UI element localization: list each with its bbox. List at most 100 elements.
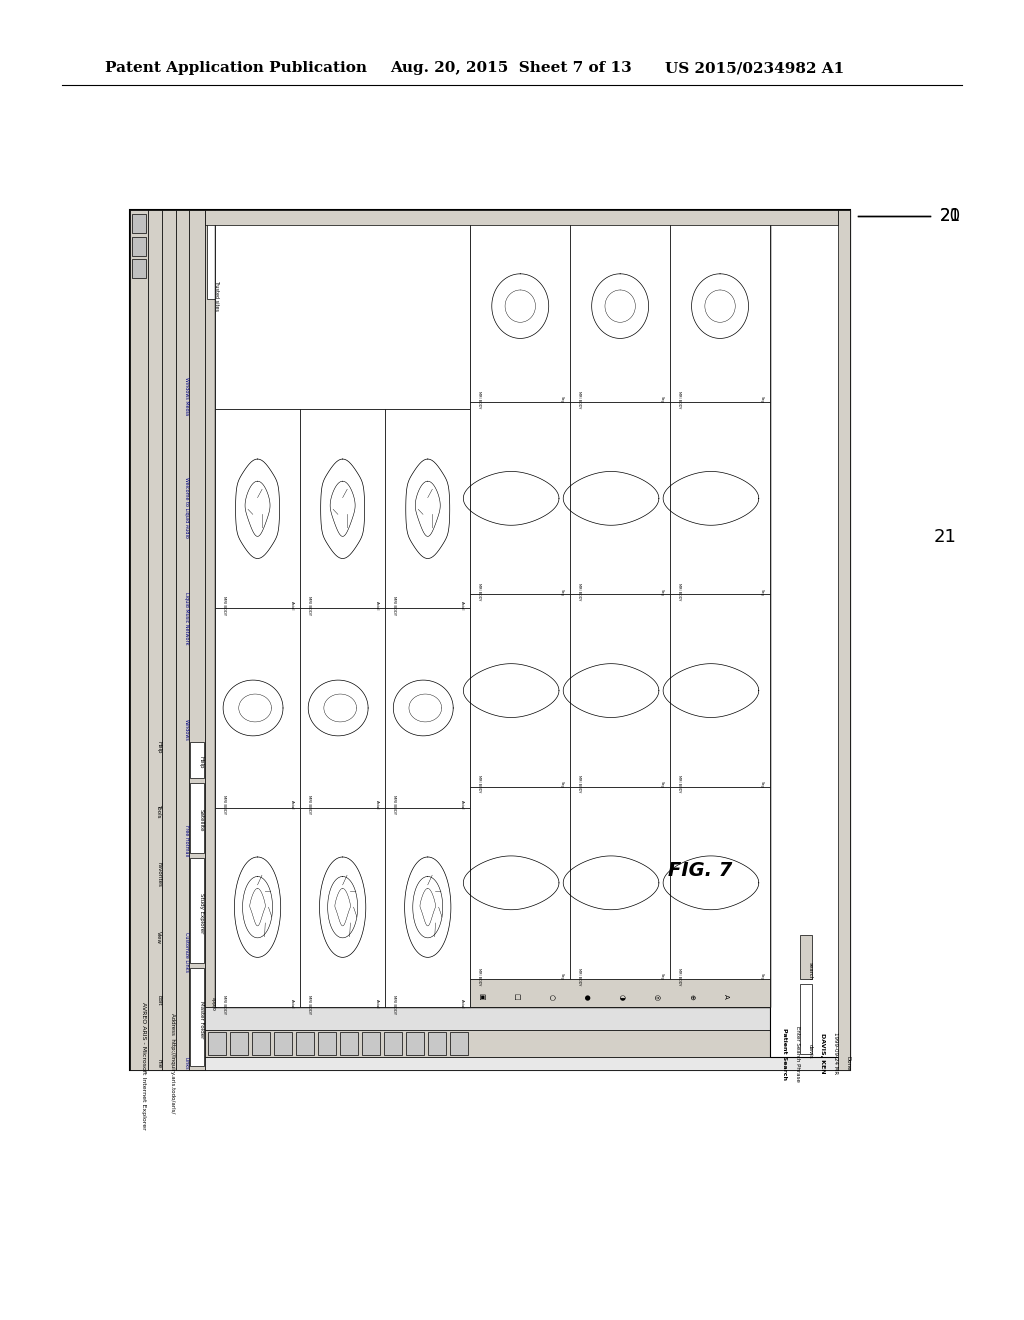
Polygon shape — [470, 594, 570, 787]
Polygon shape — [470, 979, 770, 1007]
Text: MRI BODY: MRI BODY — [222, 597, 226, 615]
Polygon shape — [130, 210, 148, 1071]
Polygon shape — [205, 1030, 850, 1057]
Polygon shape — [470, 210, 570, 403]
Polygon shape — [252, 1032, 270, 1055]
Text: Patent Application Publication: Patent Application Publication — [105, 61, 367, 75]
Text: View: View — [157, 931, 162, 944]
Text: MRI BODY: MRI BODY — [578, 391, 582, 408]
Text: Sag: Sag — [660, 781, 665, 788]
Polygon shape — [385, 808, 470, 1007]
Text: MRI BODY: MRI BODY — [392, 597, 396, 615]
Polygon shape — [205, 210, 838, 226]
Text: MRI BODY: MRI BODY — [677, 583, 681, 601]
Polygon shape — [470, 210, 770, 1007]
Text: MRI BODY: MRI BODY — [677, 968, 681, 985]
Text: ▣: ▣ — [478, 994, 484, 1001]
Polygon shape — [132, 214, 146, 232]
Text: Axial: Axial — [290, 800, 294, 809]
Text: Sag: Sag — [660, 396, 665, 403]
Text: MRI BODY: MRI BODY — [222, 796, 226, 814]
Text: davis: davis — [808, 1044, 813, 1059]
Polygon shape — [296, 1032, 314, 1055]
Text: MRI BODY: MRI BODY — [392, 995, 396, 1014]
Polygon shape — [670, 210, 770, 403]
Text: FIG. 7: FIG. 7 — [668, 861, 732, 879]
Text: Axial: Axial — [461, 800, 464, 809]
Text: Satellite: Satellite — [199, 809, 204, 832]
Polygon shape — [385, 409, 470, 609]
Polygon shape — [570, 594, 670, 787]
Polygon shape — [318, 1032, 336, 1055]
Text: MRI BODY: MRI BODY — [477, 391, 481, 408]
Polygon shape — [189, 210, 205, 1071]
Polygon shape — [215, 210, 470, 1007]
Text: 21: 21 — [940, 207, 962, 226]
Polygon shape — [130, 210, 850, 1071]
Text: MRI BODY: MRI BODY — [578, 583, 582, 601]
Polygon shape — [215, 609, 300, 808]
Text: Favorites: Favorites — [157, 862, 162, 887]
Text: Links: Links — [183, 1057, 188, 1071]
Polygon shape — [215, 808, 300, 1007]
Text: MRI BODY: MRI BODY — [477, 775, 481, 793]
Polygon shape — [428, 1032, 446, 1055]
Text: MRI BODY: MRI BODY — [477, 583, 481, 601]
Text: 1999-09-24 MR: 1999-09-24 MR — [833, 1032, 838, 1074]
Text: Sag: Sag — [760, 589, 764, 595]
Text: File: File — [157, 1059, 162, 1068]
Text: AVREO ARIS - Microsoft Internet Explorer: AVREO ARIS - Microsoft Internet Explorer — [141, 1002, 145, 1130]
Polygon shape — [205, 210, 215, 1007]
Text: DAVIS, KEN: DAVIS, KEN — [820, 1034, 825, 1074]
Text: Axial: Axial — [375, 999, 379, 1008]
Text: Done: Done — [845, 1056, 850, 1071]
Polygon shape — [800, 983, 812, 1053]
Polygon shape — [384, 1032, 402, 1055]
Polygon shape — [132, 236, 146, 256]
Text: Axial: Axial — [461, 999, 464, 1008]
Polygon shape — [132, 259, 146, 279]
Polygon shape — [570, 210, 670, 403]
Text: search: search — [808, 962, 813, 981]
Polygon shape — [148, 210, 162, 1071]
Polygon shape — [800, 935, 812, 979]
Text: Sag: Sag — [560, 396, 564, 403]
Text: Master Folder: Master Folder — [199, 1001, 204, 1039]
Polygon shape — [230, 1032, 248, 1055]
Text: ◎: ◎ — [653, 994, 659, 999]
Text: Help: Help — [199, 756, 204, 770]
Polygon shape — [340, 1032, 358, 1055]
Text: US 2015/0234982 A1: US 2015/0234982 A1 — [665, 61, 844, 75]
Polygon shape — [207, 216, 217, 298]
Text: Free Hotmail: Free Hotmail — [183, 825, 188, 857]
Text: MRI BODY: MRI BODY — [477, 968, 481, 985]
Polygon shape — [205, 1057, 850, 1071]
Text: Windows Media: Windows Media — [183, 376, 188, 414]
Text: Windows: Windows — [183, 719, 188, 741]
Text: Sag: Sag — [660, 973, 665, 979]
Text: MRI BODY: MRI BODY — [578, 968, 582, 985]
Text: Axial: Axial — [375, 800, 379, 809]
Text: Axial: Axial — [375, 601, 379, 611]
Polygon shape — [215, 210, 470, 409]
Text: 21: 21 — [934, 528, 956, 545]
Polygon shape — [670, 403, 770, 594]
Text: MRI BODY: MRI BODY — [578, 775, 582, 793]
Polygon shape — [470, 787, 570, 979]
Polygon shape — [570, 787, 670, 979]
Text: Edit: Edit — [157, 995, 162, 1006]
Text: Welcome to Liquid Audio: Welcome to Liquid Audio — [183, 477, 188, 537]
Text: Help: Help — [157, 742, 162, 754]
Text: Sag: Sag — [760, 973, 764, 979]
Text: ⊕: ⊕ — [688, 994, 694, 999]
Text: Sag: Sag — [560, 781, 564, 788]
Text: Address  http://lnquiry.aris.todo/arls/: Address http://lnquiry.aris.todo/arls/ — [170, 1014, 175, 1114]
Polygon shape — [838, 210, 850, 1071]
Polygon shape — [190, 858, 204, 964]
Polygon shape — [190, 742, 204, 777]
Polygon shape — [470, 403, 570, 594]
Text: Axial: Axial — [290, 999, 294, 1008]
Text: MRI BODY: MRI BODY — [677, 391, 681, 408]
Text: ◑: ◑ — [618, 994, 625, 999]
Polygon shape — [570, 403, 670, 594]
